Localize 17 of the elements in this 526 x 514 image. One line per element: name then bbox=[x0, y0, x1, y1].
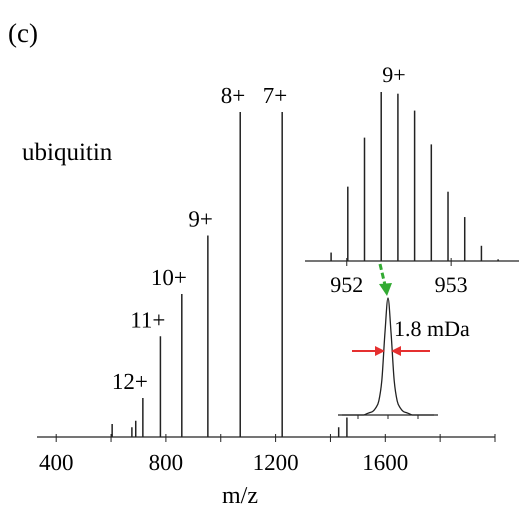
chart-title: (c) bbox=[8, 18, 38, 48]
x-tick-label: 952 bbox=[330, 272, 364, 297]
annotation: 7+ bbox=[262, 83, 288, 108]
x-tick-label: 953 bbox=[434, 272, 468, 297]
annotation: 10+ bbox=[150, 265, 187, 290]
annotation: 11+ bbox=[130, 307, 166, 332]
x-axis-title: m/z bbox=[222, 483, 258, 509]
text: 9+ bbox=[382, 62, 406, 87]
annotation: 8+ bbox=[220, 83, 246, 108]
x-tick-label: 400 bbox=[38, 450, 74, 475]
annotation: 9+ bbox=[188, 206, 213, 232]
annotation: ubiquitin bbox=[22, 139, 113, 166]
annotation: 1.8 mDa bbox=[394, 316, 470, 341]
annotation: 12+ bbox=[112, 369, 148, 394]
x-tick-label: 1200 bbox=[252, 450, 299, 475]
x-tick-label: 1600 bbox=[362, 450, 408, 475]
x-tick-label: 800 bbox=[148, 450, 184, 475]
